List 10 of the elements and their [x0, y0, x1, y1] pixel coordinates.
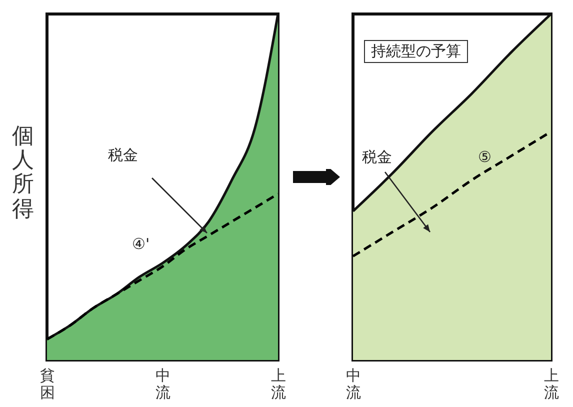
annotation: ⑤	[478, 148, 492, 166]
annotation: 税金	[362, 148, 392, 166]
x-tick-label: 中流	[156, 366, 170, 402]
x-tick-label: 中流	[346, 366, 361, 402]
annotation: 税金	[108, 146, 138, 164]
annotation: ④'	[132, 235, 150, 253]
x-tick-label: 貧困	[40, 366, 55, 402]
x-tick-label: 上流	[271, 366, 286, 402]
x-tick-label: 上流	[544, 366, 559, 402]
y-axis-title: 個人所得	[12, 124, 34, 222]
